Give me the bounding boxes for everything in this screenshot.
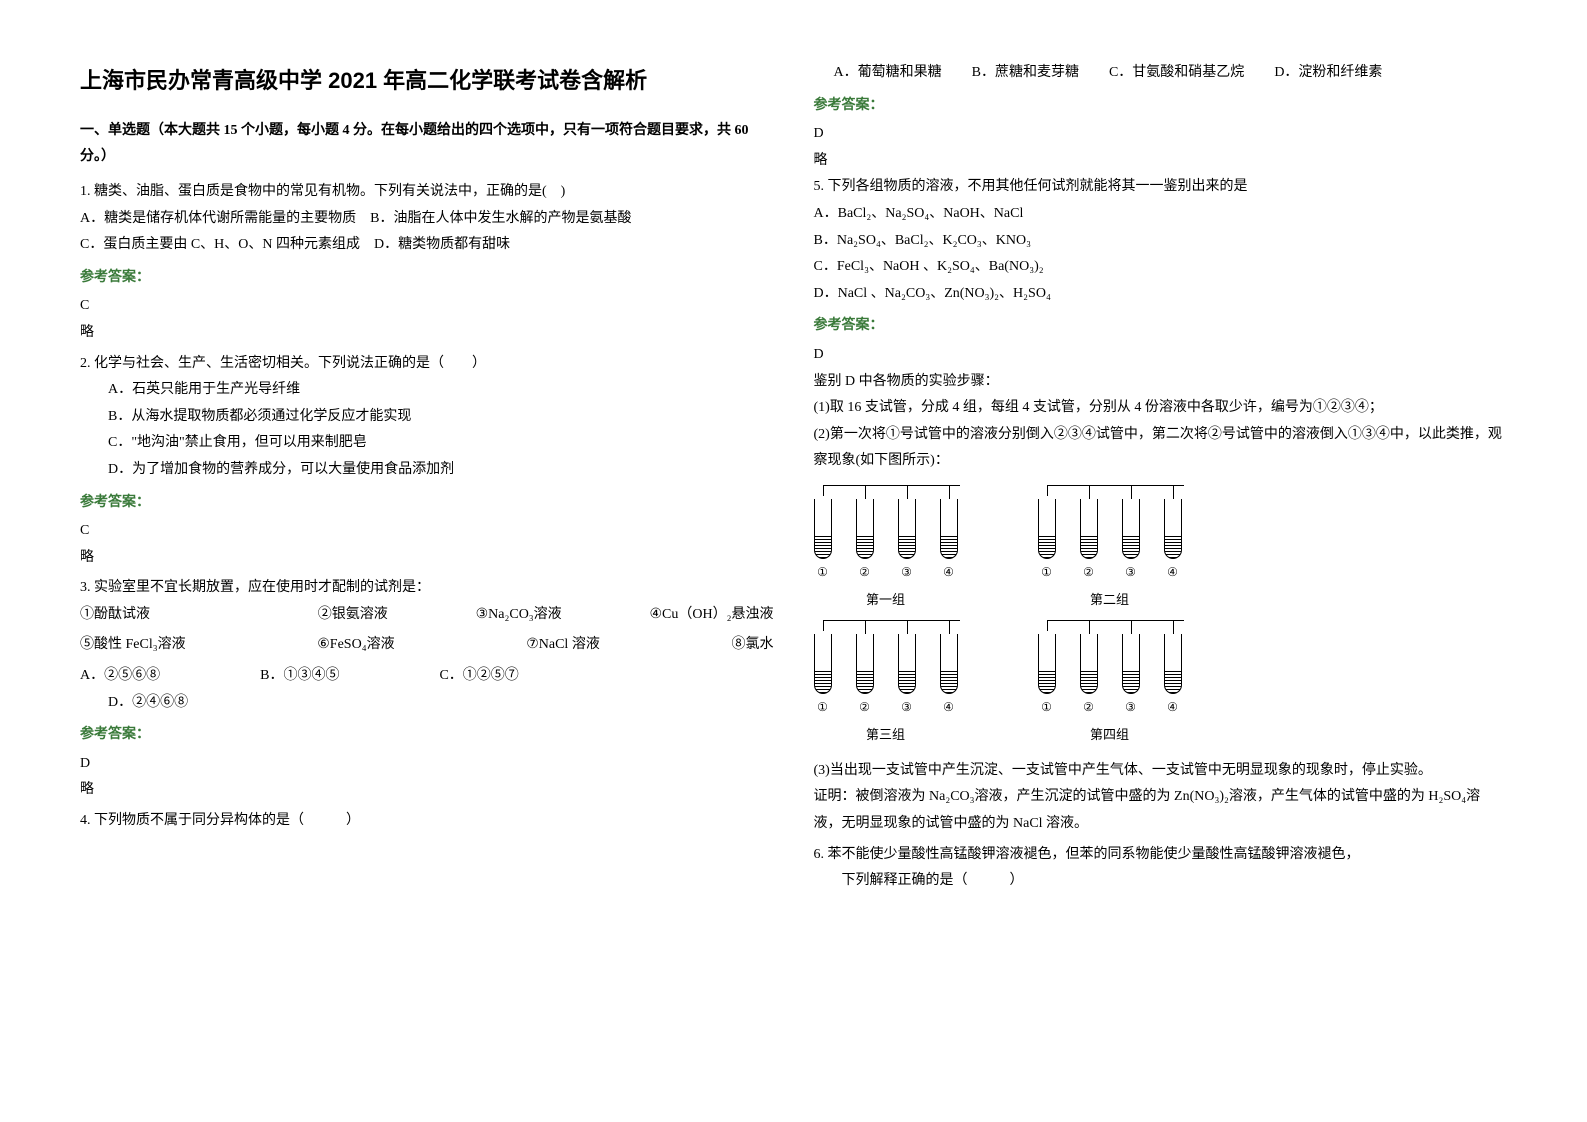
group-label-4: 第四组 (1090, 723, 1129, 748)
page-title: 上海市民办常青高级中学 2021 年高二化学联考试卷含解析 (80, 60, 774, 102)
tube-label: ① (817, 696, 828, 719)
q3-optB: B．①③④⑤ (260, 663, 339, 690)
q2-optD: D．为了增加食物的营养成分，可以大量使用食品添加剂 (80, 457, 774, 484)
q5-expl5: 证明：被倒溶液为 Na₂CO₃溶液，产生沉淀的试管中盛的为 Zn(NO₃)₂溶液… (814, 784, 1508, 837)
q3-answer: D (80, 751, 774, 778)
q3-r6: ⑥FeSO₄溶液 (317, 632, 394, 659)
testtube-group-1: ① ② ③ ④ 第一组 (814, 485, 958, 612)
q1-answer-label: 参考答案： (80, 265, 774, 292)
q6-stem2: 下列解释正确的是（ ） (814, 868, 1508, 895)
q5-expl3: (2)第一次将①号试管中的溶液分别倒入②③④试管中，第二次将②号试管中的溶液倒入… (814, 422, 1508, 475)
tube-label: ④ (1167, 561, 1178, 584)
q4-answer: D (814, 121, 1508, 148)
q5-answer: D (814, 342, 1508, 369)
q4-optA: A．葡萄糖和果糖 (834, 60, 942, 87)
q3-r2: ②银氨溶液 (318, 602, 388, 629)
question-1: 1. 糖类、油脂、蛋白质是食物中的常见有机物。下列有关说法中，正确的是( ) A… (80, 179, 774, 347)
testtube-group-4: ① ② ③ ④ 第四组 (1038, 620, 1182, 747)
testtube-diagram: ① ② ③ ④ 第一组 ① ② ③ ④ 第二组 (814, 485, 1508, 748)
q5-answer-label: 参考答案： (814, 313, 1508, 340)
q4-stem: 4. 下列物质不属于同分异构体的是（ ） (80, 808, 774, 835)
q1-optA: A．糖类是储存机体代谢所需能量的主要物质 (80, 211, 356, 226)
q5-expl2: (1)取 16 支试管，分成 4 组，每组 4 支试管，分别从 4 份溶液中各取… (814, 395, 1508, 422)
q5-expl1: 鉴别 D 中各物质的实验步骤： (814, 369, 1508, 396)
q2-expl: 略 (80, 545, 774, 572)
q1-answer: C (80, 293, 774, 320)
q5-stem: 5. 下列各组物质的溶液，不用其他任何试剂就能将其一一鉴别出来的是 (814, 174, 1508, 201)
q3-r8: ⑧氯水 (731, 632, 773, 659)
tube-label: ② (1083, 696, 1094, 719)
tube-label: ③ (901, 696, 912, 719)
tube-label: ③ (1125, 696, 1136, 719)
tube-label: ④ (943, 696, 954, 719)
question-5: 5. 下列各组物质的溶液，不用其他任何试剂就能将其一一鉴别出来的是 A．BaCl… (814, 174, 1508, 837)
q4-expl: 略 (814, 148, 1508, 175)
q3-r4: ④Cu（OH）₂悬浊液 (649, 602, 773, 629)
tube-label: ① (1041, 561, 1052, 584)
question-4: 4. 下列物质不属于同分异构体的是（ ） (80, 808, 774, 835)
q3-optD: D．②④⑥⑧ (80, 690, 774, 717)
group-label-2: 第二组 (1090, 588, 1129, 613)
q2-optC: C．"地沟油"禁止食用，但可以用来制肥皂 (80, 430, 774, 457)
q3-r3: ③Na₂CO₃溶液 (476, 602, 562, 629)
question-6: 6. 苯不能使少量酸性高锰酸钾溶液褪色，但苯的同系物能使少量酸性高锰酸钾溶液褪色… (814, 842, 1508, 895)
tube-label: ② (859, 696, 870, 719)
right-column: A．葡萄糖和果糖 B．蔗糖和麦芽糖 C．甘氨酸和硝基乙烷 D．淀粉和纤维素 参考… (814, 60, 1508, 1062)
q3-optC: C．①②⑤⑦ (439, 663, 518, 690)
q5-optB: B．Na₂SO₄、BaCl₂、K₂CO₃、KNO₃ (814, 228, 1508, 255)
testtube-group-3: ① ② ③ ④ 第三组 (814, 620, 958, 747)
q1-optB: B．油脂在人体中发生水解的产物是氨基酸 (370, 211, 631, 226)
q3-r5: ⑤酸性 FeCl₃溶液 (80, 632, 186, 659)
q2-optA: A．石英只能用于生产光导纤维 (80, 377, 774, 404)
tube-label: ② (859, 561, 870, 584)
q1-stem: 1. 糖类、油脂、蛋白质是食物中的常见有机物。下列有关说法中，正确的是( ) (80, 179, 774, 206)
q6-stem: 6. 苯不能使少量酸性高锰酸钾溶液褪色，但苯的同系物能使少量酸性高锰酸钾溶液褪色… (814, 842, 1508, 869)
q2-optB: B．从海水提取物质都必须通过化学反应才能实现 (80, 404, 774, 431)
q3-answer-label: 参考答案： (80, 722, 774, 749)
q2-stem: 2. 化学与社会、生产、生活密切相关。下列说法正确的是（ ） (80, 351, 774, 378)
section-header: 一、单选题（本大题共 15 个小题，每小题 4 分。在每小题给出的四个选项中，只… (80, 118, 774, 171)
group-label-1: 第一组 (866, 588, 905, 613)
left-column: 上海市民办常青高级中学 2021 年高二化学联考试卷含解析 一、单选题（本大题共… (80, 60, 774, 1062)
tube-label: ④ (1167, 696, 1178, 719)
tube-label: ③ (1125, 561, 1136, 584)
q3-r7: ⑦NaCl 溶液 (526, 632, 600, 659)
q1-expl: 略 (80, 320, 774, 347)
q4-optC: C．甘氨酸和硝基乙烷 (1109, 60, 1244, 87)
q4-optB: B．蔗糖和麦芽糖 (972, 60, 1079, 87)
tube-label: ④ (943, 561, 954, 584)
tube-label: ③ (901, 561, 912, 584)
q5-expl4: (3)当出现一支试管中产生沉淀、一支试管中产生气体、一支试管中无明显现象的现象时… (814, 758, 1508, 785)
q5-optD: D．NaCl 、Na₂CO₃、Zn(NO₃)₂、H₂SO₄ (814, 281, 1508, 308)
question-2: 2. 化学与社会、生产、生活密切相关。下列说法正确的是（ ） A．石英只能用于生… (80, 351, 774, 572)
tube-label: ① (817, 561, 828, 584)
q4-optD: D．淀粉和纤维素 (1274, 60, 1382, 87)
group-label-3: 第三组 (866, 723, 905, 748)
testtube-group-2: ① ② ③ ④ 第二组 (1038, 485, 1182, 612)
q5-optC: C．FeCl₃、NaOH 、K₂SO₄、Ba(NO₃)₂ (814, 254, 1508, 281)
q3-optA: A．②⑤⑥⑧ (80, 663, 160, 690)
q2-answer: C (80, 518, 774, 545)
q4-answer-label: 参考答案： (814, 93, 1508, 120)
q1-optD: D．糖类物质都有甜味 (374, 237, 510, 252)
tube-label: ② (1083, 561, 1094, 584)
q1-optC: C．蛋白质主要由 C、H、O、N 四种元素组成 (80, 237, 360, 252)
tube-label: ① (1041, 696, 1052, 719)
q5-optA: A．BaCl₂、Na₂SO₄、NaOH、NaCl (814, 201, 1508, 228)
q2-answer-label: 参考答案： (80, 490, 774, 517)
q3-stem: 3. 实验室里不宜长期放置，应在使用时才配制的试剂是： (80, 575, 774, 602)
q3-expl: 略 (80, 777, 774, 804)
q3-r1: ①酚酞试液 (80, 602, 230, 629)
question-3: 3. 实验室里不宜长期放置，应在使用时才配制的试剂是： ①酚酞试液 ②银氨溶液 … (80, 575, 774, 804)
